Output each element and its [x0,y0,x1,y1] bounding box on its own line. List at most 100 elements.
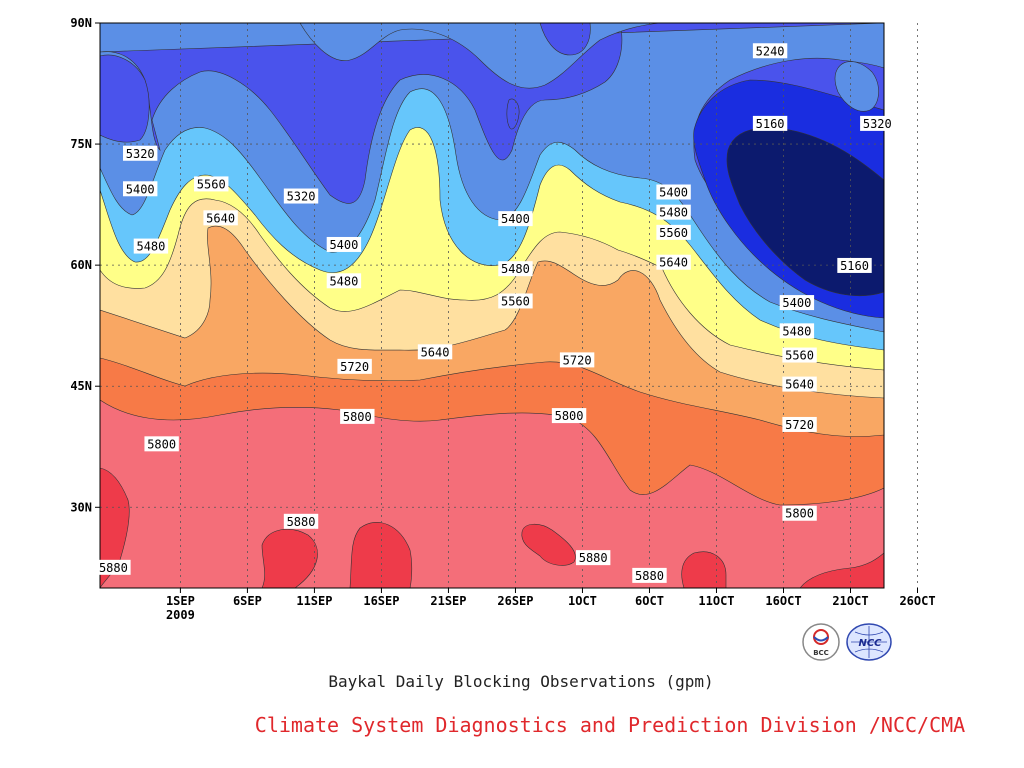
contour-label: 5560 [498,293,533,309]
contour-label: 5720 [782,416,817,432]
svg-text:5240: 5240 [756,44,785,58]
x-tick-label: 11SEP [296,594,332,608]
band-5880-blob [521,523,576,566]
svg-text:5720: 5720 [340,360,369,374]
bcc-logo-text: BCC [813,649,829,657]
contour-label: 5560 [194,176,229,192]
contour-label: 5320 [860,115,895,131]
band-5320-north [539,23,591,56]
contour-label: 5640 [782,376,817,392]
svg-text:5640: 5640 [421,345,450,359]
ncc-logo-text: NCC [858,638,882,649]
y-tick-label: 60N [70,258,92,272]
contour-labels: 5320 5400 5480 5560 5640 5320 5400 5480 5720 5800… [96,43,895,583]
band-5320-topleft [100,54,150,143]
svg-text:5560: 5560 [659,226,688,240]
contour-label: 5800 [340,408,375,424]
svg-text:5160: 5160 [756,117,785,131]
contour-label: 5400 [656,184,691,200]
band-5160 [726,127,884,297]
svg-text:5800: 5800 [555,409,584,423]
contour-label: 5240 [752,43,788,59]
contour-label: 5480 [326,273,362,289]
credit-line: Climate System Diagnostics and Predictio… [254,713,966,737]
svg-text:5480: 5480 [136,240,165,254]
svg-text:5480: 5480 [329,274,358,288]
contour-label: 5640 [656,254,691,270]
contour-label: 5880 [283,513,319,529]
contour-label: 5320 [123,145,158,161]
svg-text:5400: 5400 [782,296,811,310]
x-tick-label: 1OCT [568,594,597,608]
contour-label: 5880 [575,550,611,566]
x-tick-label: 26SEP [497,594,533,608]
svg-text:5800: 5800 [147,437,176,451]
x-tick-label: 21OCT [832,594,868,608]
svg-text:5800: 5800 [343,410,372,424]
svg-text:5480: 5480 [501,262,530,276]
y-tick-label: 30N [70,500,92,514]
ncc-logo-icon: NCC [846,623,892,661]
x-tick-label: 21SEP [430,594,466,608]
chart-title: Baykal Daily Blocking Observations (gpm) [328,672,714,691]
contour-label: 5640 [417,344,453,360]
contour-label: 5800 [144,436,179,452]
contour-label: 5480 [656,204,691,220]
contour-label: 5480 [133,238,169,254]
svg-text:5320: 5320 [287,190,316,204]
contour-label: 5880 [632,567,667,583]
x-tick-label: 6OCT [635,594,664,608]
contour-label: 5400 [779,295,815,311]
svg-text:5880: 5880 [635,569,664,583]
contour-label: 5400 [326,236,362,252]
contour-label: 5800 [782,505,817,521]
contour-label: 5160 [837,257,872,273]
x-tick-label: 11OCT [698,594,734,608]
contour-label: 5400 [123,181,158,197]
x-tick-label: 16OCT [765,594,801,608]
plot-area [100,23,884,588]
contour-label: 5880 [96,559,131,575]
svg-text:5880: 5880 [99,561,128,575]
svg-text:5640: 5640 [659,256,688,270]
y-tick-label: 75N [70,137,92,151]
contour-label: 5480 [779,323,815,339]
svg-text:5560: 5560 [785,349,814,363]
contour-label: 5720 [337,358,372,374]
svg-text:5320: 5320 [126,147,155,161]
x-tick-label: 16SEP [363,594,399,608]
plot-frame [99,22,885,589]
svg-text:5720: 5720 [785,418,814,432]
x-tick-label: 26OCT [899,594,935,608]
svg-text:5320: 5320 [863,117,892,131]
svg-text:5160: 5160 [840,259,869,273]
svg-text:5640: 5640 [785,378,814,392]
svg-text:5400: 5400 [329,238,358,252]
axis-ticks: 1SEP 6SEP 11SEP 16SEP 21SEP 26SEP 1OCT 6OCT 11OC… [70,16,935,622]
contour-label: 5320 [283,188,319,204]
x-year-label: 2009 [166,608,195,622]
svg-text:5800: 5800 [785,507,814,521]
svg-text:5720: 5720 [563,353,592,367]
y-tick-label: 90N [70,16,92,30]
contour-label: 5640 [203,210,238,226]
svg-text:5880: 5880 [579,551,608,565]
contour-label: 5480 [498,261,533,277]
svg-text:5560: 5560 [501,294,530,308]
x-tick-label: 1SEP [166,594,195,608]
bcc-logo-icon: BCC [802,623,840,661]
contour-label: 5560 [656,224,691,240]
svg-text:5400: 5400 [659,186,688,200]
contour-label: 5560 [782,347,817,363]
svg-text:5560: 5560 [197,177,226,191]
contour-label: 5400 [498,211,533,227]
band-5320-topright [834,61,879,112]
contour-label: 5160 [752,115,788,131]
svg-text:5880: 5880 [287,515,316,529]
svg-text:5400: 5400 [126,182,155,196]
svg-text:5640: 5640 [206,211,235,225]
svg-text:5480: 5480 [782,324,811,338]
contour-label: 5720 [559,352,595,368]
svg-text:5400: 5400 [501,212,530,226]
